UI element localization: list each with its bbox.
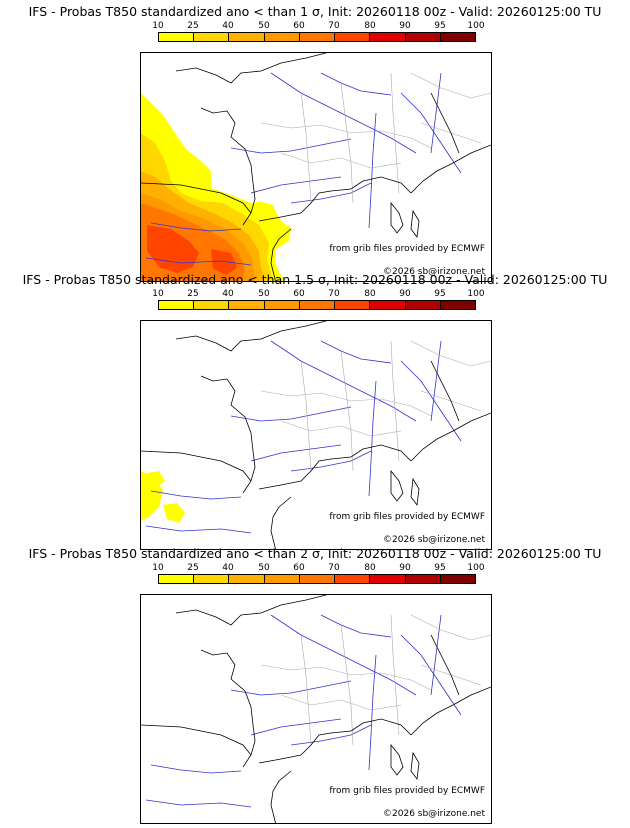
prob-area-70 xyxy=(147,225,199,273)
scale-color-cell xyxy=(335,575,371,583)
panel-2-scale-labels: 10 25 40 50 60 70 80 90 95 100 xyxy=(140,289,490,299)
scale-label: 60 xyxy=(293,563,305,573)
scale-label: 100 xyxy=(467,21,485,31)
scale-label: 60 xyxy=(293,21,305,31)
panel-1-scale-labels: 10 25 40 50 60 70 80 90 95 100 xyxy=(140,21,490,31)
panel-2-title: IFS - Probas T850 standardized ano < tha… xyxy=(22,272,608,287)
scale-label: 10 xyxy=(152,21,164,31)
panel-3-coastline xyxy=(141,595,491,823)
scale-color-cell xyxy=(370,33,406,41)
scale-label: 70 xyxy=(328,289,340,299)
scale-color-cell xyxy=(405,575,441,583)
scale-color-cell xyxy=(299,301,336,309)
panel-2-map: from grib files provided by ECMWF ©2026 … xyxy=(140,320,492,550)
panel-1-copyright: ©2026 sb@irizone.net xyxy=(383,267,485,277)
scale-color-cell xyxy=(159,33,195,41)
scale-label: 90 xyxy=(399,21,411,31)
scale-color-cell xyxy=(229,33,265,41)
panel-1-borders xyxy=(260,72,491,204)
scale-color-cell xyxy=(440,33,475,41)
scale-color-cell xyxy=(335,33,371,41)
panel-3-color-scale xyxy=(158,574,476,584)
scale-label: 95 xyxy=(434,563,446,573)
scale-color-cell xyxy=(440,575,475,583)
panel-1-color-scale xyxy=(158,32,476,42)
panel-3-map: from grib files provided by ECMWF ©2026 … xyxy=(140,594,492,824)
scale-label: 50 xyxy=(258,563,270,573)
panel-1-title: IFS - Probas T850 standardized ano < tha… xyxy=(28,4,602,19)
scale-color-cell xyxy=(194,301,230,309)
scale-color-cell xyxy=(194,575,230,583)
scale-label: 95 xyxy=(434,21,446,31)
panel-3-map-graphic xyxy=(141,595,491,823)
scale-color-cell xyxy=(405,301,441,309)
scale-label: 25 xyxy=(187,563,199,573)
scale-color-cell xyxy=(370,301,406,309)
scale-label: 10 xyxy=(152,563,164,573)
scale-label: 80 xyxy=(364,21,376,31)
panel-1-5-sigma: IFS - Probas T850 standardized ano < tha… xyxy=(0,272,630,550)
panel-3-source-credit: from grib files provided by ECMWF xyxy=(329,786,485,796)
panel-1-rivers xyxy=(145,72,462,266)
prob-area-10b xyxy=(147,471,165,487)
scale-label: 60 xyxy=(293,289,305,299)
scale-label: 40 xyxy=(222,21,234,31)
scale-color-cell xyxy=(229,575,265,583)
panel-2-source-credit: from grib files provided by ECMWF xyxy=(329,512,485,522)
scale-color-cell xyxy=(405,33,441,41)
panel-1-map-graphic xyxy=(141,53,491,281)
panel-3-title: IFS - Probas T850 standardized ano < tha… xyxy=(28,546,602,561)
scale-label: 80 xyxy=(364,563,376,573)
scale-color-cell xyxy=(159,301,195,309)
panel-2-map-graphic xyxy=(141,321,491,549)
scale-color-cell xyxy=(335,301,371,309)
scale-label: 80 xyxy=(364,289,376,299)
scale-label: 100 xyxy=(467,563,485,573)
scale-color-cell xyxy=(159,575,195,583)
prob-area-10c xyxy=(163,503,185,523)
prob-area-70b xyxy=(211,249,237,275)
panel-1-sigma: IFS - Probas T850 standardized ano < tha… xyxy=(0,4,630,282)
scale-color-cell xyxy=(299,575,336,583)
panel-1-map: from grib files provided by ECMWF ©2026 … xyxy=(140,52,492,282)
scale-label: 90 xyxy=(399,289,411,299)
scale-color-cell xyxy=(264,575,300,583)
scale-label: 40 xyxy=(222,563,234,573)
scale-label: 90 xyxy=(399,563,411,573)
panel-3-rivers xyxy=(145,614,462,808)
panel-2-coastline xyxy=(141,321,491,549)
scale-color-cell xyxy=(229,301,265,309)
scale-label: 25 xyxy=(187,21,199,31)
panel-2-color-scale xyxy=(158,300,476,310)
panel-2-sigma: IFS - Probas T850 standardized ano < tha… xyxy=(0,546,630,824)
panel-1-coastline xyxy=(141,53,491,281)
scale-label: 95 xyxy=(434,289,446,299)
panel-3-scale-labels: 10 25 40 50 60 70 80 90 95 100 xyxy=(140,563,490,573)
scale-color-cell xyxy=(264,33,300,41)
scale-label: 70 xyxy=(328,21,340,31)
scale-label: 50 xyxy=(258,21,270,31)
panel-3-borders xyxy=(260,614,491,746)
scale-label: 25 xyxy=(187,289,199,299)
scale-color-cell xyxy=(264,301,300,309)
scale-label: 50 xyxy=(258,289,270,299)
scale-label: 10 xyxy=(152,289,164,299)
scale-label: 100 xyxy=(467,289,485,299)
scale-label: 40 xyxy=(222,289,234,299)
panel-1-source-credit: from grib files provided by ECMWF xyxy=(329,244,485,254)
panel-2-borders xyxy=(260,340,491,472)
scale-color-cell xyxy=(194,33,230,41)
scale-label: 70 xyxy=(328,563,340,573)
panel-2-copyright: ©2026 sb@irizone.net xyxy=(383,535,485,545)
scale-color-cell xyxy=(299,33,336,41)
scale-color-cell xyxy=(370,575,406,583)
scale-color-cell xyxy=(440,301,475,309)
panel-2-rivers xyxy=(145,340,462,534)
panel-3-copyright: ©2026 sb@irizone.net xyxy=(383,809,485,819)
